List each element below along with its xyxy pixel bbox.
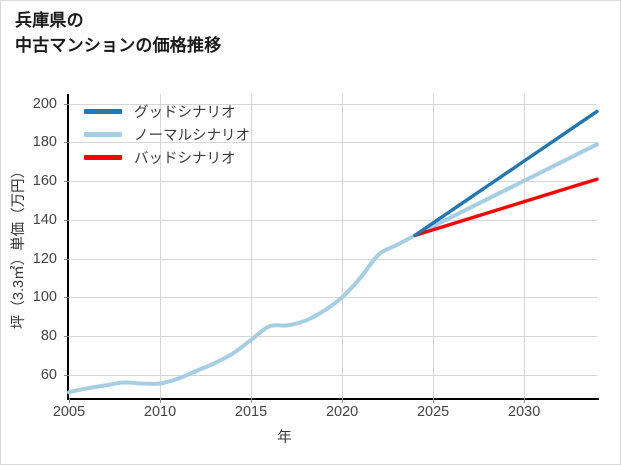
legend-item-label: ノーマルシナリオ xyxy=(134,128,250,144)
gridline-y xyxy=(69,258,597,260)
y-axis-tick xyxy=(64,374,69,376)
plot-area: 60 80 100 120 140 160 180 200 2005 2010 2015 2020 2… xyxy=(33,94,599,420)
y-axis-title-text: 坪（3.3㎡）単価（万円） xyxy=(11,163,28,329)
legend-color-swatch xyxy=(84,155,122,160)
series-lines xyxy=(67,109,599,395)
x-tick-label: 2010 xyxy=(143,404,177,420)
y-axis-tick xyxy=(64,142,69,144)
x-tick-label: 2020 xyxy=(325,404,359,420)
y-tick-label: 160 xyxy=(32,173,57,190)
gridline-y xyxy=(69,142,597,144)
y-tick-label: 80 xyxy=(40,328,57,345)
y-tick-label: 180 xyxy=(32,134,57,151)
x-axis-spine xyxy=(67,398,599,400)
y-axis-title: 坪（3.3㎡）単価（万円） xyxy=(7,94,29,398)
legend-item-label: バッドシナリオ xyxy=(134,151,236,167)
legend-item[interactable]: グッドシナリオ xyxy=(84,100,250,123)
x-axis-tick xyxy=(433,398,435,403)
gridline-x xyxy=(433,94,435,398)
x-axis-tick xyxy=(342,398,344,403)
gridline-y xyxy=(69,336,597,338)
y-axis-tick xyxy=(64,336,69,338)
gridline-x xyxy=(524,94,526,398)
y-tick-label: 140 xyxy=(32,211,57,228)
gridline-x xyxy=(160,94,162,398)
y-axis-tick xyxy=(64,181,69,183)
x-tick-label: 2005 xyxy=(52,404,86,420)
x-axis-title-text: 年 xyxy=(277,430,292,446)
y-axis-spine xyxy=(67,94,69,398)
gridline-x xyxy=(342,94,344,398)
gridline-y xyxy=(69,374,597,376)
y-axis-tick xyxy=(64,219,69,221)
chart-legend: グッドシナリオ ノーマルシナリオ バッドシナリオ xyxy=(78,98,256,171)
series-line-bad xyxy=(413,177,599,238)
x-tick-label: 2015 xyxy=(234,404,268,420)
gridline-y xyxy=(69,181,597,183)
y-tick-label: 60 xyxy=(40,366,57,383)
legend-item[interactable]: ノーマルシナリオ xyxy=(84,123,250,146)
legend-color-swatch xyxy=(84,132,122,137)
y-tick-label: 100 xyxy=(32,289,57,306)
x-axis-tick xyxy=(524,398,526,403)
legend-color-swatch xyxy=(84,109,122,114)
series-line-normal xyxy=(67,142,599,395)
x-tick-label: 2030 xyxy=(508,404,541,420)
series-line-good xyxy=(413,109,599,238)
x-axis-tick xyxy=(69,398,70,403)
x-axis-tick xyxy=(160,398,162,403)
y-axis-tick xyxy=(64,297,69,299)
gridline-y xyxy=(69,103,597,105)
x-tick-label: 2025 xyxy=(416,404,450,420)
y-tick-label: 200 xyxy=(32,95,57,112)
gridline-y xyxy=(69,219,597,221)
y-tick-label: 120 xyxy=(32,250,57,267)
x-axis-title: 年 xyxy=(1,426,621,447)
legend-item[interactable]: バッドシナリオ xyxy=(84,146,250,169)
legend-item-label: グッドシナリオ xyxy=(134,105,236,121)
chart-title: 兵庫県の 中古マンションの価格推移 xyxy=(15,11,222,55)
y-axis-tick xyxy=(64,103,69,105)
gridline-y xyxy=(69,297,597,299)
x-axis-tick xyxy=(251,398,253,403)
gridline-x xyxy=(251,94,253,398)
y-axis-tick xyxy=(64,258,69,260)
